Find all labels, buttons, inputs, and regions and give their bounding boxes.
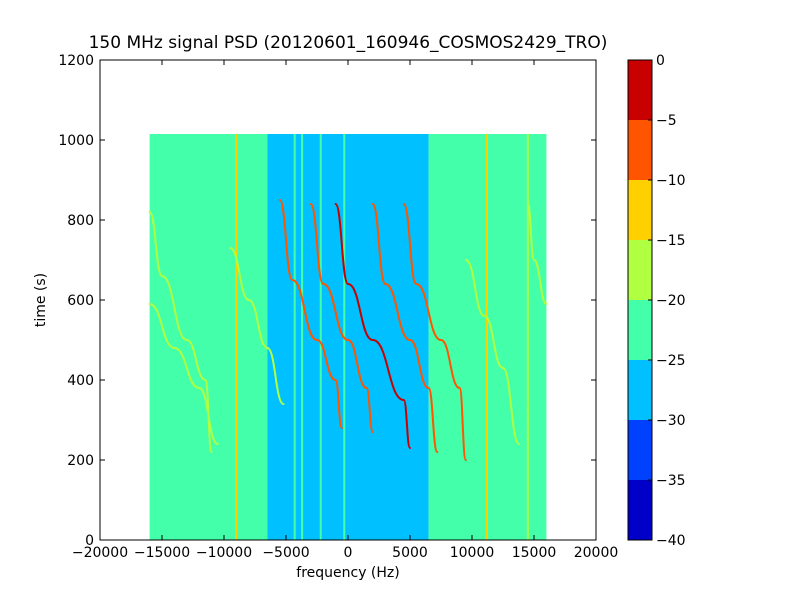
y-tick-label: 0 bbox=[85, 533, 94, 549]
colorbar-tick-label: −30 bbox=[656, 413, 686, 429]
signal-trace-6 bbox=[148, 211, 213, 453]
signal-trace-5 bbox=[402, 203, 467, 461]
colorbar-tick-label: −5 bbox=[656, 113, 677, 129]
chart-title: 150 MHz signal PSD (20120601_160946_COSM… bbox=[89, 33, 608, 53]
x-tick-label: 10000 bbox=[450, 545, 495, 561]
colorbar-segment bbox=[628, 480, 652, 540]
signal-trace-8 bbox=[229, 247, 285, 405]
colorbar-segment bbox=[628, 300, 652, 360]
colorbar-tick-label: −15 bbox=[656, 233, 686, 249]
signal-trace-10 bbox=[526, 203, 548, 305]
colorbar-segment bbox=[628, 240, 652, 300]
x-tick-label: 5000 bbox=[392, 545, 428, 561]
signal-trace-3 bbox=[309, 203, 374, 433]
y-tick-label: 400 bbox=[67, 373, 94, 389]
y-tick-label: 800 bbox=[67, 213, 94, 229]
colorbar-segment bbox=[628, 120, 652, 180]
colorbar-tick-label: −10 bbox=[656, 173, 686, 189]
colorbar-segment bbox=[628, 360, 652, 420]
plot-area: −20000 −15000 −10000 −5000 0 5000 10000 15000 20… bbox=[58, 53, 618, 561]
y-axis: 0 200 400 600 800 1000 1200 bbox=[58, 53, 596, 549]
x-axis-label: frequency (Hz) bbox=[296, 565, 399, 581]
colorbar-segment bbox=[628, 180, 652, 240]
x-tick-label: 15000 bbox=[512, 545, 557, 561]
signal-trace-7 bbox=[148, 303, 219, 445]
heatmap-image bbox=[148, 134, 548, 540]
signal-trace-9 bbox=[464, 259, 521, 445]
y-tick-label: 200 bbox=[67, 453, 94, 469]
y-axis-label: time (s) bbox=[33, 273, 49, 327]
colorbar-tick-label: −40 bbox=[656, 533, 686, 549]
x-axis: −20000 −15000 −10000 −5000 0 5000 10000 15000 20… bbox=[72, 60, 618, 561]
x-tick-label: −15000 bbox=[134, 545, 190, 561]
signal-trace-4 bbox=[371, 203, 439, 453]
colorbar-segment bbox=[628, 60, 652, 120]
signal-trace-1 bbox=[334, 203, 411, 449]
colorbar: −40 −35 −30 −25 −20 −15 −10 −5 0 bbox=[627, 53, 686, 549]
x-tick-label: −20000 bbox=[72, 545, 128, 561]
colorbar-tick-label: −35 bbox=[656, 473, 686, 489]
y-tick-label: 1200 bbox=[58, 53, 94, 69]
y-tick-label: 1000 bbox=[58, 133, 94, 149]
x-tick-label: 20000 bbox=[574, 545, 619, 561]
x-tick-label: −10000 bbox=[196, 545, 252, 561]
colorbar-tick-label: −20 bbox=[656, 293, 686, 309]
colorbar-tick-label: −25 bbox=[656, 353, 686, 369]
colorbar-tick-label: 0 bbox=[656, 53, 665, 69]
x-tick-label: −5000 bbox=[262, 545, 309, 561]
colorbar-segment bbox=[628, 420, 652, 480]
signal-trace-2 bbox=[278, 199, 343, 429]
y-tick-label: 600 bbox=[67, 293, 94, 309]
heatmap-region-1 bbox=[149, 134, 268, 540]
x-tick-label: 0 bbox=[344, 545, 353, 561]
